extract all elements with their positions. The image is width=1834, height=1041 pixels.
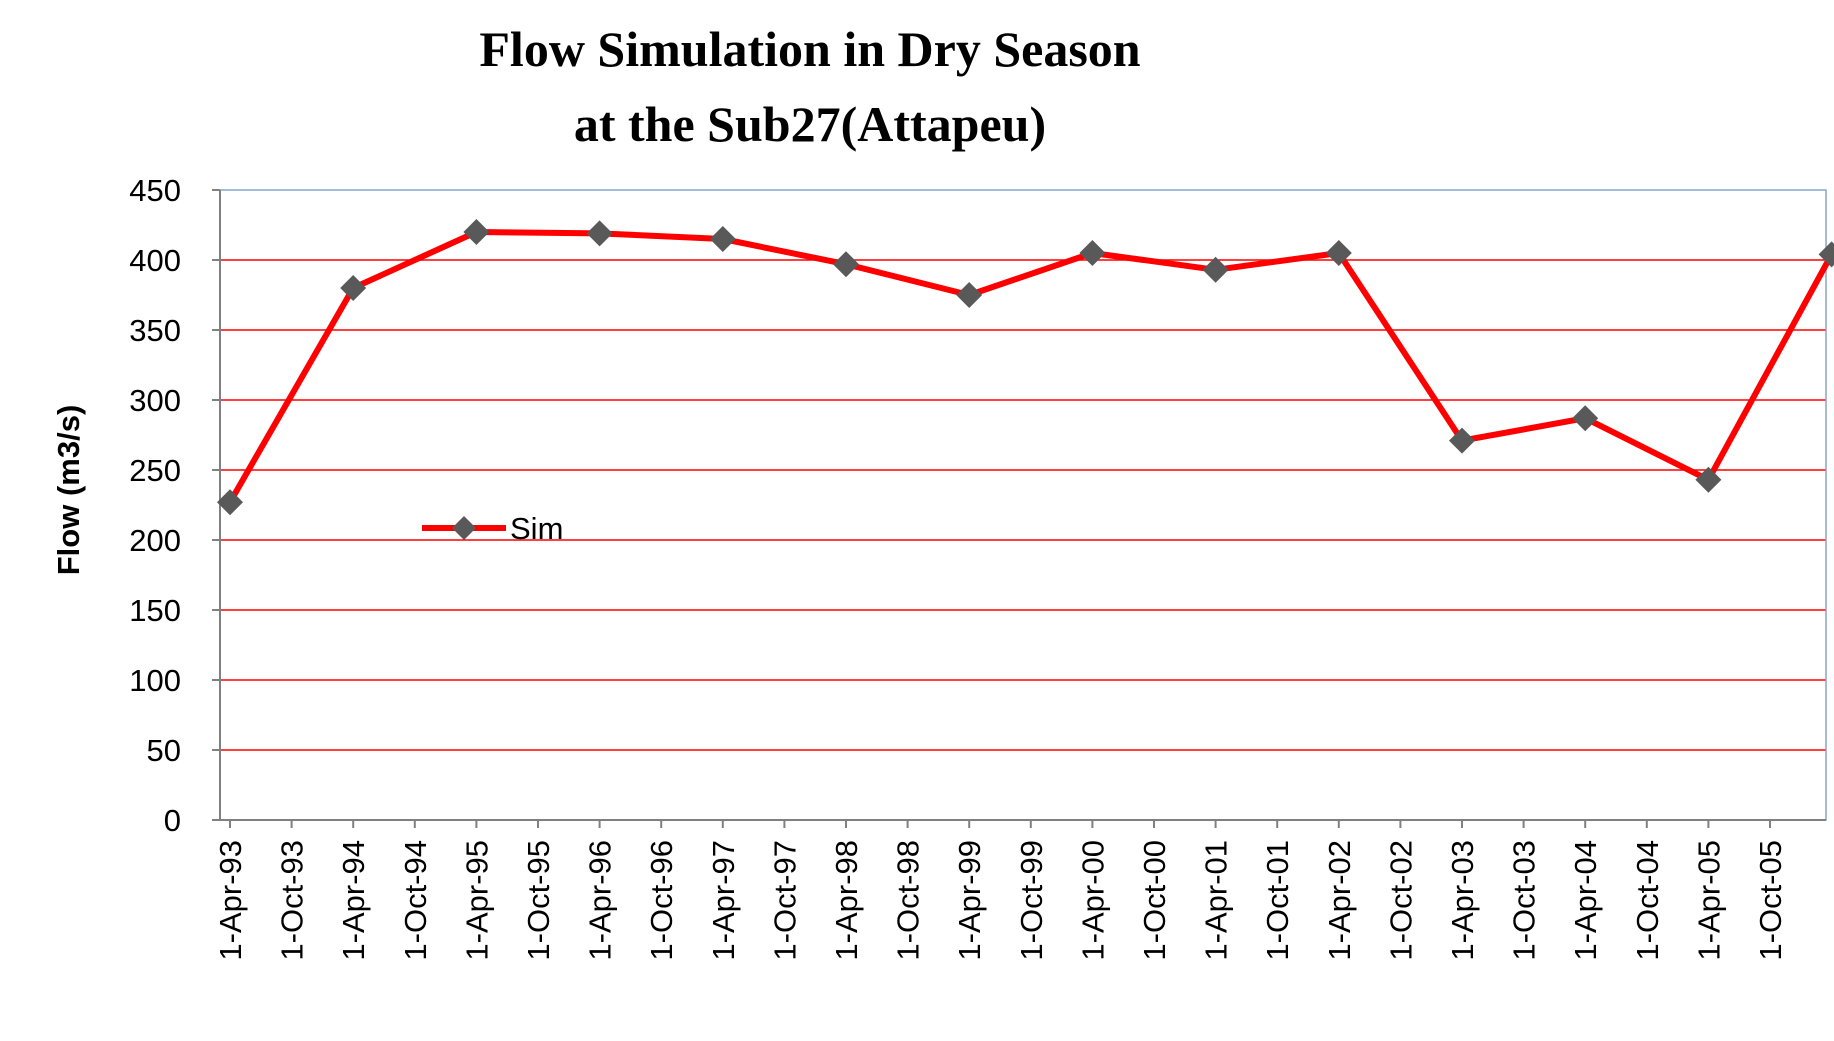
data-point-marker — [217, 489, 243, 516]
y-tick-label: 350 — [129, 313, 181, 348]
x-tick-label: 1-Apr-94 — [336, 840, 371, 961]
x-tick-label: 1-Oct-03 — [1507, 840, 1542, 961]
legend-diamond-marker — [452, 516, 476, 540]
axes — [212, 189, 1826, 828]
gridlines — [220, 259, 1826, 751]
y-axis-tick-labels: 0 50 100 150 200 250 300 350 400 450 — [129, 173, 181, 838]
y-axis-title: Flow (m3/s) — [51, 405, 86, 576]
x-axis-tick-labels: 1-Apr-93 1-Oct-93 1-Apr-94 1-Oct-94 1-Apr-95… — [213, 840, 1788, 961]
x-tick-label: 1-Apr-98 — [829, 840, 864, 961]
x-tick-label: 1-Oct-00 — [1137, 840, 1172, 961]
y-tick-label: 250 — [129, 453, 181, 488]
legend: Sim — [422, 511, 563, 546]
chart-title-line-2: at the Sub27(Attapeu) — [574, 96, 1046, 152]
y-tick-label: 100 — [129, 663, 181, 698]
chart-title-line-1: Flow Simulation in Dry Season — [479, 21, 1140, 77]
y-tick-label: 400 — [129, 243, 181, 278]
plot-area — [219, 189, 1827, 821]
y-tick-label: 300 — [129, 383, 181, 418]
x-tick-label: 1-Oct-93 — [275, 840, 310, 961]
y-tick-label: 0 — [164, 803, 181, 838]
x-tick-label: 1-Apr-97 — [706, 840, 741, 961]
x-tick-label: 1-Apr-00 — [1075, 840, 1110, 961]
x-tick-label: 1-Apr-01 — [1199, 840, 1234, 961]
data-point-marker — [833, 251, 859, 278]
x-tick-label: 1-Apr-99 — [952, 840, 987, 961]
data-point-marker — [1449, 427, 1475, 454]
data-point-marker — [1695, 466, 1722, 493]
x-tick-label: 1-Apr-95 — [459, 840, 494, 961]
y-tick-label: 150 — [129, 593, 181, 628]
x-tick-label: 1-Oct-01 — [1260, 840, 1295, 961]
series-sim — [217, 219, 1834, 516]
data-point-marker — [956, 282, 983, 308]
y-tick-label: 200 — [129, 523, 181, 558]
x-tick-label: 1-Oct-96 — [644, 840, 679, 961]
data-point-marker — [1572, 405, 1599, 432]
legend-label-sim: Sim — [510, 511, 563, 546]
x-tick-label: 1-Apr-02 — [1322, 840, 1357, 961]
data-point-marker — [340, 275, 367, 301]
chart-title: Flow Simulation in Dry Season at the Sub… — [479, 21, 1140, 152]
data-point-marker — [1202, 256, 1229, 283]
x-tick-label: 1-Oct-94 — [398, 840, 433, 961]
x-tick-label: 1-Oct-95 — [521, 840, 556, 961]
x-tick-label: 1-Oct-02 — [1383, 840, 1418, 961]
data-point-marker — [1079, 240, 1106, 266]
data-point-marker — [709, 226, 736, 252]
x-tick-label: 1-Oct-97 — [767, 840, 802, 961]
y-tick-label: 50 — [147, 733, 181, 768]
x-tick-label: 1-Oct-05 — [1753, 840, 1788, 961]
data-point-marker — [463, 219, 490, 245]
x-tick-label: 1-Apr-03 — [1445, 840, 1480, 961]
data-point-marker — [1325, 240, 1352, 266]
x-tick-label: 1-Oct-98 — [891, 840, 926, 961]
x-tick-label: 1-Apr-04 — [1568, 840, 1603, 961]
x-tick-label: 1-Apr-93 — [213, 840, 248, 961]
data-point-marker — [1818, 241, 1834, 268]
x-tick-label: 1-Oct-04 — [1630, 840, 1665, 961]
data-point-marker — [586, 220, 613, 247]
x-tick-label: 1-Apr-96 — [583, 840, 618, 961]
x-tick-label: 1-Apr-05 — [1691, 840, 1726, 961]
y-tick-label: 450 — [129, 173, 181, 208]
series-line-sim — [227, 229, 1834, 504]
x-tick-label: 1-Oct-99 — [1014, 840, 1049, 961]
